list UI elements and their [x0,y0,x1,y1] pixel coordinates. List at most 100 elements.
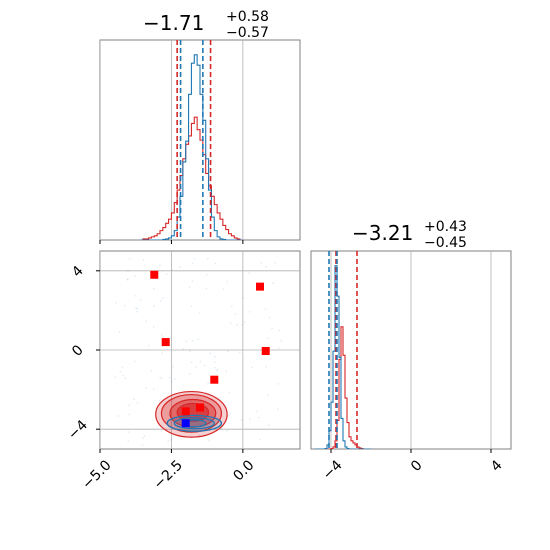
sample-point [208,439,211,442]
sample-point [189,400,192,403]
sample-point [277,383,279,385]
sample-point [136,307,139,310]
sample-point [188,286,191,289]
sample-point [135,310,138,313]
right-xtick-label-2: 4 [488,457,506,475]
sample-point [153,304,156,307]
joint-xtick-label-0: −5.0 [79,457,114,492]
sample-point [127,413,130,416]
sample-point [198,434,200,437]
marker-blue-0 [181,419,190,428]
sample-point [196,396,199,399]
sample-point [267,394,269,397]
sample-point [114,301,117,304]
sample-point [191,340,194,342]
sample-point [152,326,155,328]
sample-point [229,412,232,415]
sample-point [127,440,130,442]
sample-point [190,361,193,364]
sample-point [136,402,139,404]
sample-point [268,316,271,319]
sample-point [135,307,137,309]
x-title-main: −1.71 [143,11,204,35]
sample-point [170,381,173,383]
sample-point [203,364,206,367]
marker-red-2 [210,375,219,384]
sample-point [248,272,251,274]
sample-point [214,262,217,265]
sample-point [205,287,208,290]
sample-point [257,416,260,419]
sample-point [170,438,172,441]
sample-point [277,347,280,350]
sample-point [141,443,144,446]
x-title-sub: −0.57 [226,25,269,41]
sample-point [160,334,163,336]
sample-point [128,257,131,260]
sample-point [159,376,162,379]
sample-point [195,366,198,368]
sample-point [274,261,277,264]
right-xtick-label-0: −4 [320,457,346,483]
sample-point [193,257,196,260]
sample-point [243,321,246,324]
sample-point [142,258,145,261]
sample-point [225,370,228,373]
sample-point [214,366,217,369]
sample-point [242,296,244,299]
sample-point [126,278,129,281]
sample-point [226,350,229,353]
sample-point [134,294,137,297]
sample-point [147,344,150,347]
y-title-main: −3.21 [352,221,413,245]
sample-point [161,352,164,355]
top-hist-red [140,116,243,240]
sample-point [260,261,263,264]
sample-point [172,365,175,368]
sample-point [114,376,117,379]
sample-point [230,322,232,325]
sample-point [152,388,155,391]
sample-point [240,419,243,422]
sample-point [250,366,253,369]
joint-xtick-label-2: 0.0 [230,457,257,484]
right-hist-red [315,326,371,449]
marker-red-4 [196,403,204,412]
sample-point [228,391,231,394]
sample-point [124,377,127,380]
sample-point [117,415,120,417]
sample-point [209,352,212,355]
sample-point [226,280,229,283]
sample-point [238,351,241,354]
joint-ytick-label-1: 0 [69,342,87,360]
sample-point [159,299,162,302]
sample-point [216,368,219,371]
top-hist-blue [140,54,243,240]
sample-point [265,265,268,268]
sample-point [230,305,233,308]
x-param-title: −1.71 +0.58 −0.57 [143,9,269,41]
sample-point [248,418,251,421]
sample-point [158,399,161,402]
sample-point [194,399,196,402]
sample-point [226,429,228,432]
sample-point [277,408,280,411]
sample-point [150,370,153,372]
sample-point [248,311,251,313]
sample-point [198,311,201,314]
marker-red-6 [261,346,270,355]
sample-point [152,287,155,290]
sample-point [188,350,191,353]
sample-point [127,431,130,434]
sample-point [178,266,181,269]
sample-point [267,424,270,427]
sample-point [144,320,147,323]
sample-point [121,366,124,369]
sample-point [216,369,218,372]
sample-point [167,440,170,442]
sample-point [119,370,122,373]
sample-point [213,361,216,363]
sample-point [271,327,273,330]
sample-point [280,339,282,342]
